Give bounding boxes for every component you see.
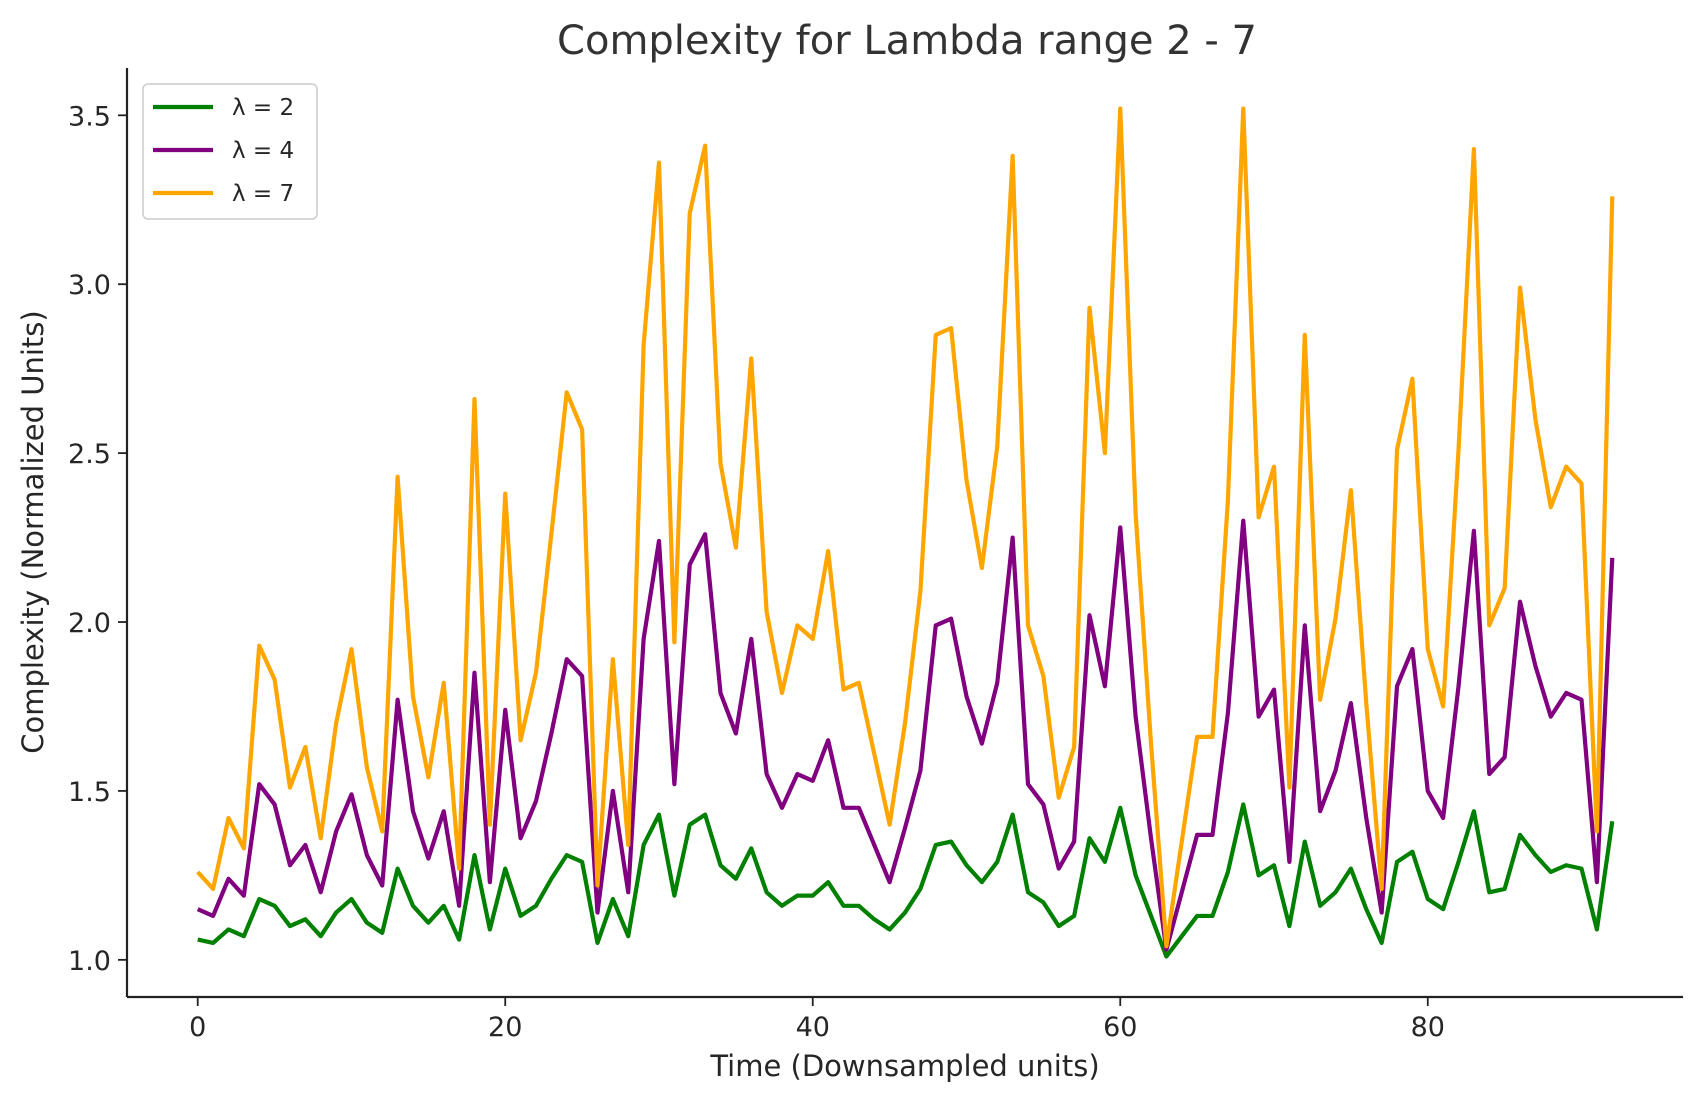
legend-box — [142, 83, 318, 220]
y-tick-label: 3.5 — [68, 101, 111, 132]
chart-title: Complexity for Lambda range 2 - 7 — [557, 18, 1257, 64]
legend-label: λ = 2 — [232, 95, 294, 121]
series-line-2 — [196, 518, 1615, 952]
y-tick-label: 2.0 — [68, 608, 111, 639]
y-axis-label: Complexity (Normalized Units) — [16, 310, 50, 753]
x-tick-label: 80 — [1411, 1012, 1445, 1043]
y-tick-label: 1.0 — [68, 946, 111, 977]
legend: λ = 2 λ = 4 λ = 7 — [142, 83, 318, 220]
axes — [125, 68, 1683, 999]
x-axis-label: Time (Downsampled units) — [709, 1049, 1099, 1083]
legend-label: λ = 4 — [232, 138, 294, 164]
y-ticks: 1.0 1.5 2.0 2.5 3.0 3.5 — [68, 101, 127, 977]
series-line-3 — [196, 106, 1615, 949]
legend-items: λ = 2 λ = 4 λ = 7 — [153, 95, 294, 207]
x-tick-label: 0 — [189, 1012, 206, 1043]
x-tick-label: 20 — [488, 1012, 522, 1043]
x-tick-label: 60 — [1103, 1012, 1137, 1043]
series-layer — [196, 106, 1615, 959]
legend-label: λ = 7 — [232, 181, 294, 207]
series-line-1 — [197, 802, 1615, 959]
y-tick-label: 1.5 — [68, 777, 111, 808]
y-tick-label: 3.0 — [68, 270, 111, 301]
x-tick-label: 40 — [796, 1012, 830, 1043]
y-tick-label: 2.5 — [68, 439, 111, 470]
x-ticks: 0 20 40 60 80 — [189, 997, 1445, 1043]
